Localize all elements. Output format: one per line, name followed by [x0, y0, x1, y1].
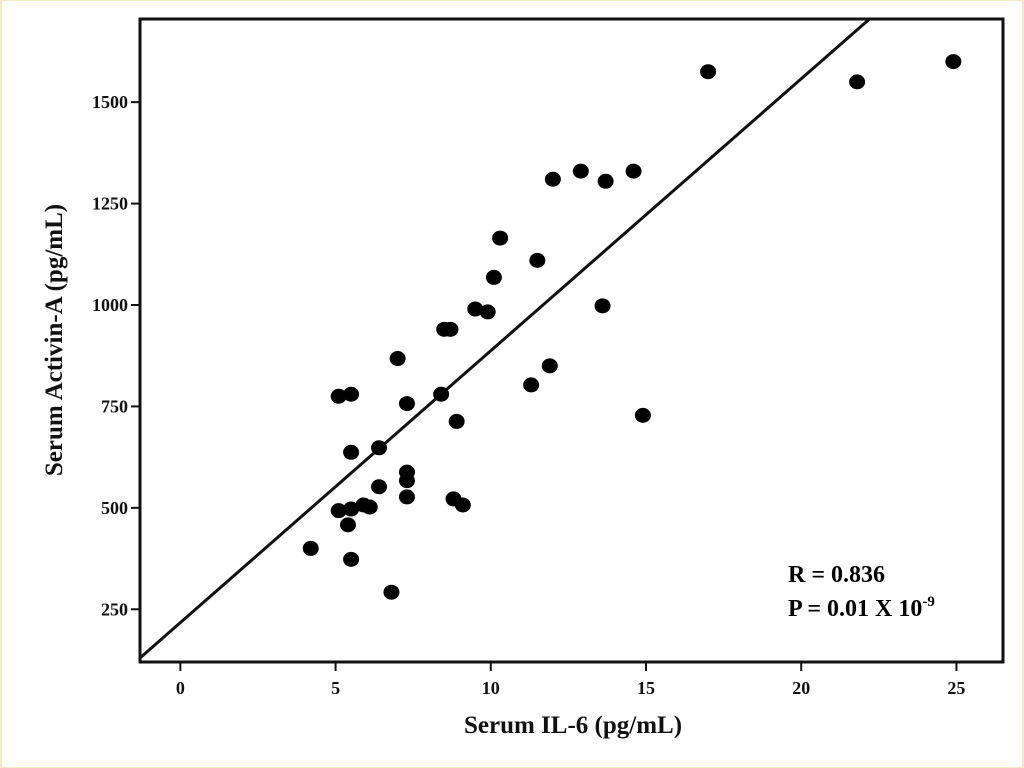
data-point: [371, 440, 388, 456]
data-point: [529, 252, 546, 268]
data-point: [389, 351, 406, 367]
x-axis-ticks: 0 5 10 15 20 25: [176, 662, 965, 698]
data-point: [849, 74, 866, 90]
regression-line: [139, 17, 871, 660]
data-point: [442, 321, 459, 337]
x-tick-label: 15: [637, 678, 655, 698]
y-axis-title: Serum Activin-A (pg/mL): [41, 204, 68, 476]
y-tick-label: 750: [101, 396, 128, 416]
y-tick-label: 500: [101, 498, 128, 518]
plot-area: [138, 17, 1005, 664]
data-point: [343, 551, 360, 567]
data-point: [492, 230, 509, 246]
y-tick-label: 1250: [92, 194, 128, 214]
p-value-label: P = 0.01 X 10-9: [788, 594, 935, 622]
data-point: [594, 298, 611, 314]
data-point: [634, 407, 651, 423]
data-point: [433, 386, 450, 402]
x-tick-label: 0: [176, 678, 185, 698]
y-tick-label: 1000: [92, 295, 128, 315]
data-points: [302, 54, 962, 600]
data-point: [398, 473, 415, 489]
y-axis-ticks: 250 500 750 1000 1250 1500: [92, 92, 140, 619]
x-axis-title: Serum IL-6 (pg/mL): [464, 712, 682, 739]
data-point: [398, 489, 415, 505]
y-tick-label: 250: [101, 599, 128, 619]
data-point: [330, 388, 347, 404]
data-point: [448, 413, 465, 429]
data-point: [383, 584, 400, 600]
correlation-r-label: R = 0.836: [788, 562, 885, 588]
data-point: [485, 269, 502, 285]
data-point: [597, 173, 614, 189]
data-point: [302, 540, 319, 556]
data-point: [700, 64, 717, 80]
regression-line-layer: [139, 17, 871, 660]
data-point: [572, 163, 589, 179]
p-value-base: P = 0.01 X 10: [788, 596, 922, 622]
data-point: [330, 503, 347, 519]
data-point: [339, 517, 356, 533]
x-tick-label: 25: [947, 678, 965, 698]
data-point: [343, 386, 360, 402]
data-point: [343, 501, 360, 517]
plot-border: [138, 17, 1005, 664]
data-point: [361, 499, 378, 515]
data-point: [625, 163, 642, 179]
x-tick-label: 20: [792, 678, 810, 698]
data-point: [371, 479, 388, 495]
x-tick-label: 5: [331, 678, 340, 698]
y-tick-label: 1500: [92, 92, 128, 112]
data-point: [479, 304, 496, 320]
data-point: [343, 444, 360, 460]
data-point: [467, 301, 484, 317]
data-point: [398, 396, 415, 412]
data-point: [523, 377, 540, 393]
x-tick-label: 10: [482, 678, 500, 698]
data-point: [945, 54, 962, 70]
p-value-exponent: -9: [922, 594, 935, 610]
data-point: [541, 358, 558, 374]
data-point: [454, 497, 471, 513]
data-point: [544, 171, 561, 187]
